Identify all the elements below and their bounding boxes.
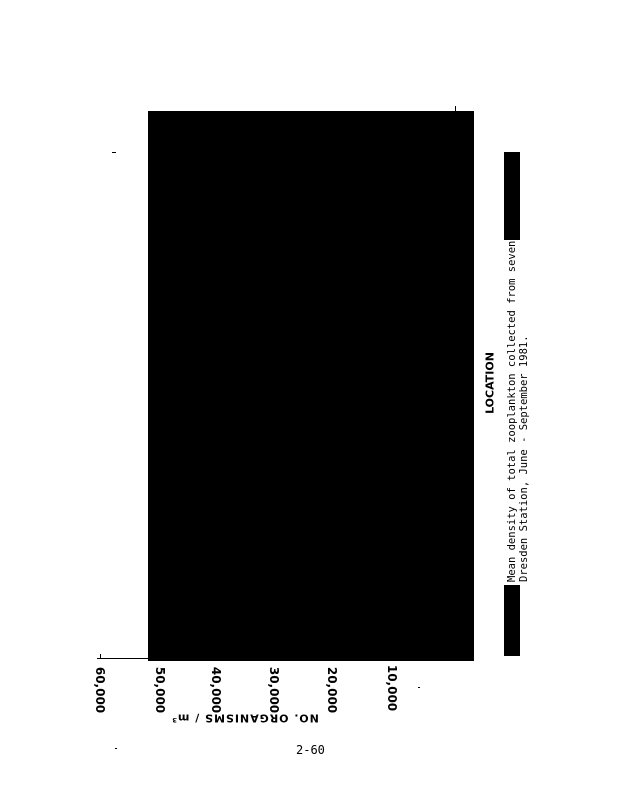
black-bar bbox=[504, 152, 520, 240]
caption-line-1: Mean density of total zooplankton collec… bbox=[506, 240, 518, 582]
plot-area-obscured bbox=[148, 111, 474, 661]
tick-label-50000: 50,000 bbox=[153, 666, 167, 714]
tick-label-30000: 30,000 bbox=[267, 666, 281, 714]
scan-speck bbox=[112, 152, 116, 153]
black-bar bbox=[504, 585, 520, 656]
tick-label-10000: 10,000 bbox=[385, 664, 399, 712]
scan-speck bbox=[418, 687, 420, 688]
tick-label-20000: 20,000 bbox=[325, 666, 339, 714]
scan-speck bbox=[455, 106, 456, 111]
page-number: 2-60 bbox=[296, 743, 325, 757]
tick-label-60000: 60,000 bbox=[93, 666, 107, 714]
scan-speck bbox=[115, 748, 117, 749]
category-axis-title: LOCATION bbox=[483, 352, 497, 414]
figure-caption: Mean density of total zooplankton collec… bbox=[506, 240, 530, 582]
axis-line bbox=[97, 658, 148, 659]
caption-line-2: Dresden Station, June - September 1981. bbox=[518, 335, 530, 582]
value-axis-title: NO. ORGANISMS / m³ bbox=[171, 711, 319, 725]
tick-mark bbox=[100, 654, 101, 659]
tick-label-40000: 40,000 bbox=[209, 666, 223, 714]
